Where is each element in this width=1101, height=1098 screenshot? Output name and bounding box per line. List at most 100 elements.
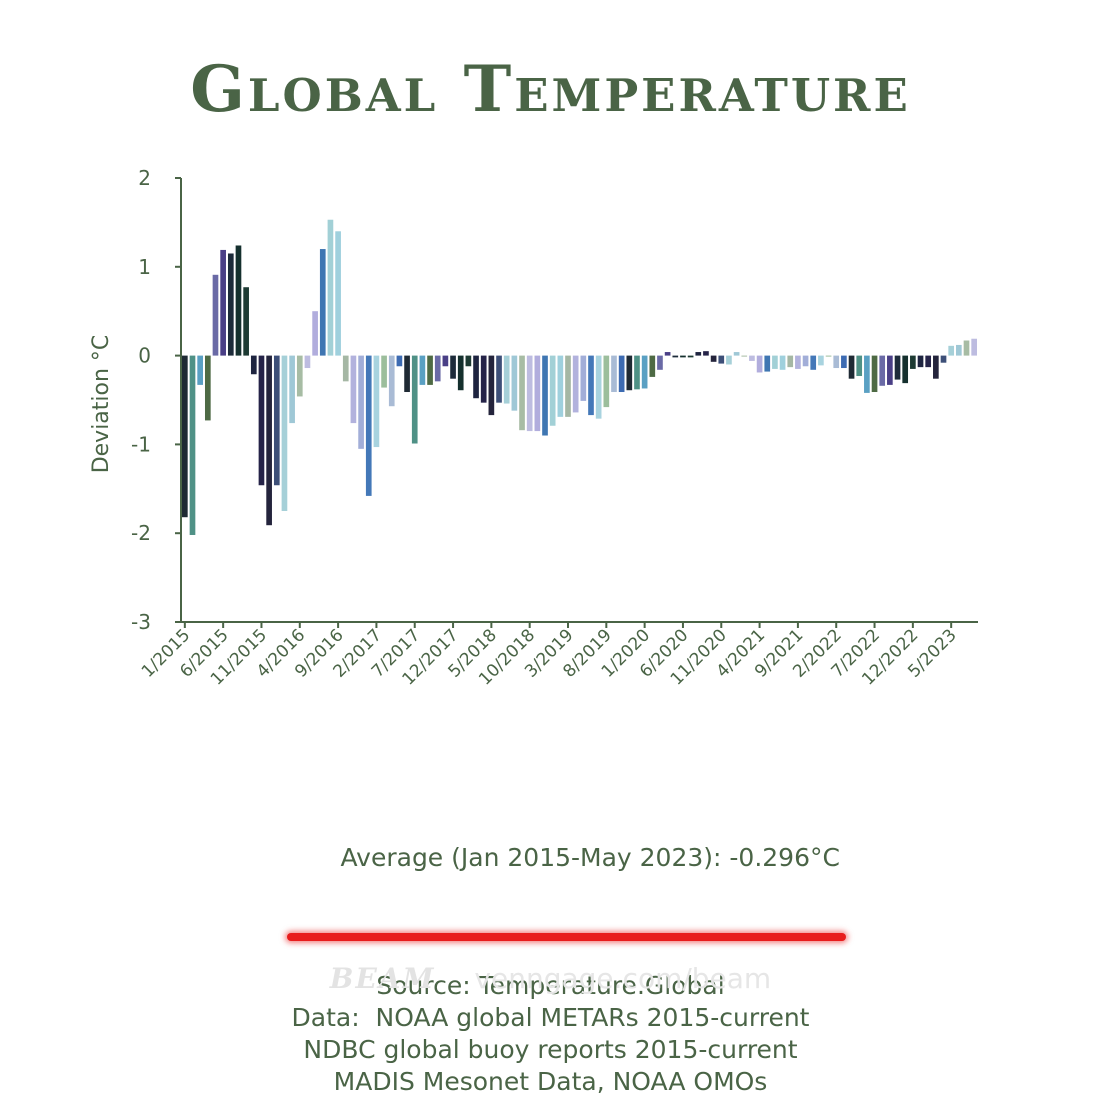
source-text: Source: Temperature.Global	[376, 971, 725, 1000]
bar	[626, 355, 633, 391]
bar	[856, 355, 863, 377]
bar	[634, 355, 640, 390]
bar	[327, 219, 334, 356]
red-underline-highlight	[286, 933, 846, 941]
y-tick-label: 1	[138, 255, 151, 279]
bar	[894, 355, 901, 380]
bar	[519, 355, 525, 431]
bar	[649, 355, 656, 377]
bar	[810, 355, 817, 370]
bar	[956, 344, 962, 356]
bar	[189, 355, 196, 535]
bar	[381, 355, 387, 388]
chart-title: Global Temperature	[190, 52, 911, 127]
bar	[764, 355, 771, 372]
y-tick-label: 2	[138, 166, 151, 190]
bar	[526, 355, 533, 432]
bar	[549, 355, 556, 426]
bar-series	[182, 219, 977, 535]
bar	[910, 355, 916, 369]
bar	[388, 355, 395, 407]
bar	[404, 355, 410, 393]
bar	[841, 355, 847, 369]
bar	[319, 249, 326, 356]
bar	[442, 355, 449, 367]
y-ticks: 2 1 0 -1 -2 -3	[131, 166, 181, 634]
bar	[557, 355, 564, 417]
y-tick-label: -2	[131, 521, 151, 545]
bar	[212, 274, 219, 356]
bar	[266, 355, 272, 526]
bar	[848, 355, 855, 379]
y-tick-label: -1	[131, 432, 151, 456]
bar	[312, 311, 318, 356]
bar	[427, 355, 433, 385]
axes	[180, 178, 978, 623]
bar	[756, 355, 763, 373]
watermark-url: venngage.com/beam	[474, 962, 772, 995]
bar	[281, 355, 288, 511]
bar	[795, 355, 801, 369]
bar	[342, 355, 349, 382]
bar	[304, 355, 311, 369]
y-axis-label: Deviation °C	[89, 335, 114, 474]
bar	[258, 355, 265, 486]
bar	[664, 352, 671, 356]
bar	[618, 355, 625, 393]
bar	[657, 355, 663, 370]
bar	[197, 355, 203, 385]
bar	[273, 355, 280, 486]
watermark-brand-logo: BEAM	[329, 962, 436, 995]
bar	[971, 338, 977, 356]
bar	[741, 355, 748, 357]
bar	[465, 355, 472, 367]
bar	[296, 355, 303, 397]
data-line-1: Data: NOAA global METARs 2015-current	[291, 1003, 810, 1032]
bar	[940, 355, 947, 363]
bar	[963, 340, 970, 356]
bar	[695, 352, 702, 356]
bar	[680, 355, 686, 358]
bar	[411, 355, 418, 444]
bar	[243, 287, 249, 356]
bar	[641, 355, 648, 389]
bar	[565, 355, 571, 417]
bar	[227, 253, 234, 356]
bar	[687, 355, 694, 358]
x-ticks: 1/20156/201511/20154/20169/20162/20177/2…	[138, 622, 961, 689]
bar	[434, 355, 441, 382]
bar	[726, 355, 732, 365]
bar	[572, 355, 579, 413]
bar	[496, 355, 502, 403]
bar	[672, 355, 679, 358]
bar	[182, 355, 188, 518]
bar	[871, 355, 878, 393]
bar	[289, 355, 295, 424]
bar	[825, 355, 832, 357]
bar	[595, 355, 602, 419]
bar	[925, 355, 932, 368]
bar-chart: 2 1 0 -1 -2 -3 1/20156/201511/20154/20169/201…	[89, 166, 978, 689]
bar	[503, 355, 510, 404]
bar	[772, 355, 778, 369]
bar	[779, 355, 786, 370]
bar	[220, 249, 226, 356]
y-tick-label: 0	[138, 344, 151, 368]
bar	[864, 355, 870, 393]
y-tick-label: -3	[131, 610, 151, 634]
bar	[488, 355, 495, 416]
average-annotation: Average (Jan 2015-May 2023): -0.296°C	[286, 810, 846, 941]
bar	[450, 355, 456, 379]
bar	[611, 355, 617, 393]
bar	[335, 231, 341, 356]
bar	[534, 355, 541, 432]
bar	[948, 345, 955, 356]
bar	[710, 355, 717, 362]
bar	[603, 355, 610, 408]
bar	[373, 355, 380, 448]
average-text: Average (Jan 2015-May 2023): -0.296°C	[340, 843, 840, 872]
bar	[902, 355, 909, 384]
bar	[358, 355, 364, 449]
chart-footer: Average (Jan 2015-May 2023): -0.296°C So…	[0, 778, 1101, 1098]
bar	[235, 245, 242, 356]
